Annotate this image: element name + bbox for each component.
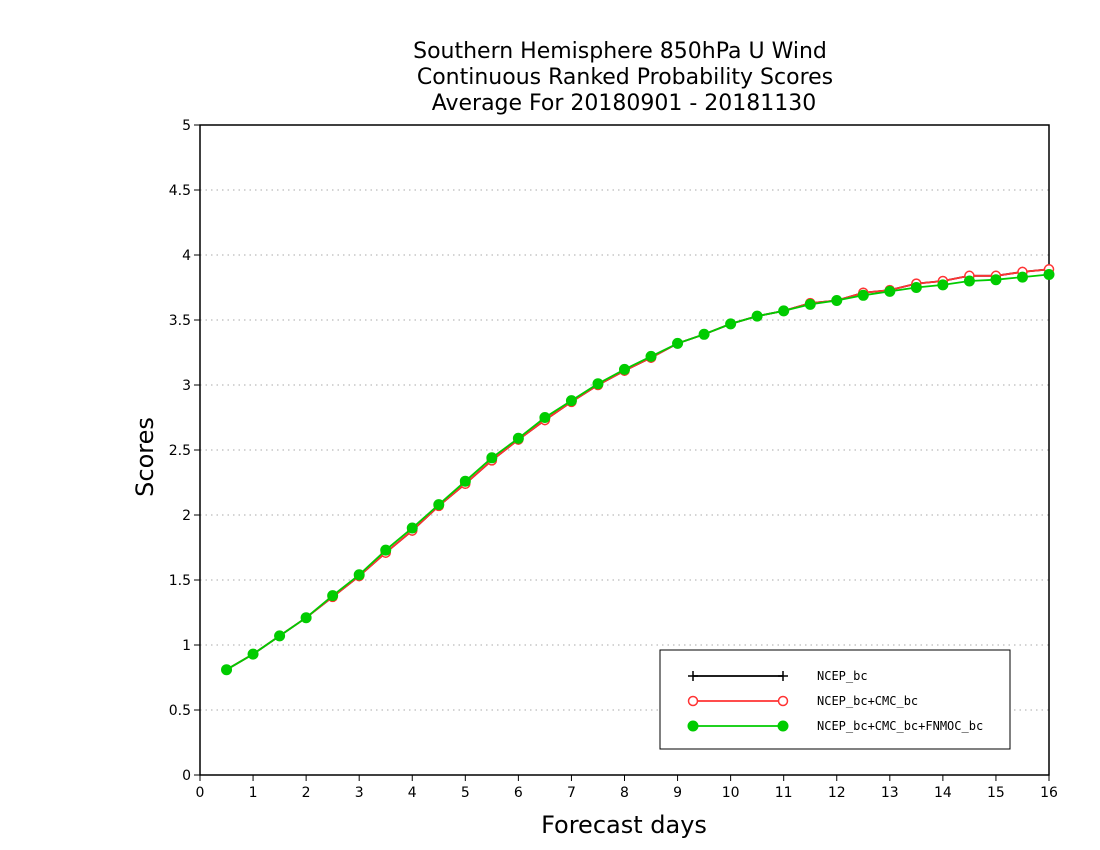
- filled-circle-marker: [687, 720, 699, 732]
- legend-item: NCEP_bc: [688, 669, 868, 683]
- chart-title-line-2: Continuous Ranked Probability Scores: [417, 65, 833, 90]
- series-lines: [221, 264, 1055, 676]
- filled-circle-marker: [300, 612, 312, 624]
- filled-circle-marker: [1016, 271, 1028, 283]
- legend-label: NCEP_bc+CMC_bc: [817, 694, 918, 708]
- series-line: [226, 273, 1050, 671]
- x-axis-label: Forecast days: [541, 811, 707, 839]
- series-3: [221, 269, 1055, 676]
- x-tick-label: 14: [934, 785, 952, 801]
- x-tick-label: 3: [355, 785, 364, 801]
- filled-circle-marker: [672, 337, 684, 349]
- y-tick-label: 0: [182, 768, 191, 784]
- filled-circle-marker: [777, 720, 789, 732]
- filled-circle-marker: [1043, 269, 1055, 280]
- chart-title: Southern Hemisphere 850hPa U Wind Contin…: [413, 39, 833, 116]
- filled-circle-marker: [619, 363, 630, 375]
- x-tick-label: 10: [722, 785, 740, 801]
- filled-circle-marker: [486, 452, 498, 464]
- legend-label: NCEP_bc+CMC_bc+FNMOC_bc: [817, 719, 983, 733]
- y-tick-label: 3: [182, 378, 191, 394]
- y-tick-label: 5: [182, 118, 191, 134]
- open-circle-marker: [687, 695, 699, 707]
- filled-circle-marker: [592, 378, 604, 390]
- x-tick-label: 16: [1040, 785, 1058, 801]
- filled-circle-marker: [221, 664, 233, 676]
- filled-circle-marker: [645, 350, 657, 362]
- legend: NCEP_bc NCEP_bc+CMC_bc NCEP_bc+CMC_bc+FNMO…: [659, 649, 1011, 750]
- y-axis-label: Scores: [131, 417, 159, 497]
- y-axis-ticks: 0 0.5 1 1.5 2 2.5 3 3.5 4 4.5 5: [169, 118, 200, 784]
- y-tick-label: 3.5: [169, 313, 191, 329]
- legend-item: NCEP_bc+CMC_bc: [687, 694, 918, 708]
- filled-circle-marker: [751, 310, 763, 322]
- filled-circle-marker: [512, 432, 524, 444]
- filled-circle-marker: [406, 522, 418, 534]
- filled-circle-marker: [725, 318, 737, 330]
- x-tick-label: 1: [249, 785, 258, 801]
- x-tick-label: 9: [673, 785, 682, 801]
- y-tick-label: 0.5: [169, 703, 191, 719]
- filled-circle-marker: [804, 298, 816, 310]
- filled-circle-marker: [459, 475, 471, 487]
- x-tick-label: 15: [987, 785, 1005, 801]
- x-tick-label: 6: [514, 785, 523, 801]
- x-tick-label: 13: [881, 785, 899, 801]
- x-tick-label: 7: [567, 785, 576, 801]
- y-tick-label: 1.5: [169, 573, 191, 589]
- y-tick-label: 1: [182, 638, 191, 654]
- filled-circle-marker: [539, 412, 551, 423]
- y-tick-label: 4: [182, 248, 191, 264]
- filled-circle-marker: [937, 279, 949, 291]
- filled-circle-marker: [857, 289, 869, 301]
- y-tick-label: 2: [182, 508, 191, 524]
- filled-circle-marker: [884, 285, 896, 297]
- y-tick-label: 4.5: [169, 183, 191, 199]
- x-tick-label: 4: [408, 785, 417, 801]
- filled-circle-marker: [698, 328, 710, 340]
- filled-circle-marker: [380, 544, 392, 556]
- filled-circle-marker: [910, 282, 922, 293]
- x-tick-label: 11: [775, 785, 793, 801]
- chart-title-line-1: Southern Hemisphere 850hPa U Wind: [413, 39, 827, 64]
- filled-circle-marker: [565, 395, 577, 407]
- filled-circle-marker: [778, 305, 790, 317]
- legend-item: NCEP_bc+CMC_bc+FNMOC_bc: [687, 719, 983, 733]
- legend-label: NCEP_bc: [817, 669, 868, 683]
- filled-circle-marker: [990, 274, 1002, 286]
- x-tick-label: 2: [302, 785, 311, 801]
- x-tick-label: 0: [196, 785, 205, 801]
- chart-title-line-3: Average For 20180901 - 20181130: [432, 91, 817, 116]
- y-tick-label: 2.5: [169, 443, 191, 459]
- series-line: [226, 268, 1050, 671]
- x-tick-label: 8: [620, 785, 629, 801]
- x-tick-label: 12: [828, 785, 846, 801]
- series-line: [226, 268, 1050, 671]
- legend-box: [659, 649, 1011, 750]
- filled-circle-marker: [247, 648, 259, 660]
- filled-circle-marker: [327, 590, 339, 602]
- gridlines: [200, 124, 1049, 711]
- x-tick-label: 5: [461, 785, 470, 801]
- filled-circle-marker: [963, 275, 975, 287]
- plus-marker: [778, 671, 788, 681]
- series-1: [221, 264, 1054, 675]
- series-2: [221, 264, 1055, 675]
- plus-marker: [688, 671, 698, 681]
- filled-circle-marker: [274, 630, 286, 642]
- x-axis-ticks: 0 1 2 3 4 5 6 7 8 9 10 11 12 13 14 15 16: [196, 775, 1058, 801]
- filled-circle-marker: [353, 569, 365, 581]
- filled-circle-marker: [831, 295, 843, 306]
- filled-circle-marker: [433, 499, 445, 511]
- open-circle-marker: [777, 695, 789, 707]
